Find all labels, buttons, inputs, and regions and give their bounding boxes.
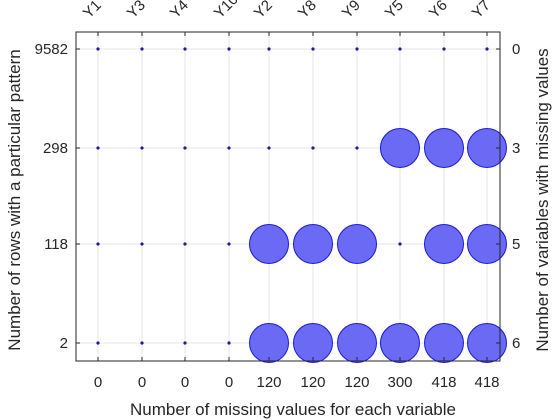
missing-marker: [293, 323, 333, 363]
observed-dot: [227, 242, 231, 246]
y-axis-label-left: Number of rows with a particular pattern: [5, 49, 24, 350]
variable-label: Y6: [426, 0, 451, 22]
missing-marker: [424, 128, 464, 168]
missing-count-label: 300: [387, 374, 412, 391]
variable-label: Y10: [211, 0, 242, 22]
observed-dot: [183, 341, 187, 345]
observed-dot: [140, 341, 144, 345]
observed-dot: [267, 47, 271, 51]
observed-dot: [355, 47, 359, 51]
observed-dot: [267, 146, 271, 150]
missing-count-label: 0: [94, 374, 102, 391]
x-axis-label: Number of missing values for each variab…: [130, 400, 456, 419]
missing-marker: [337, 224, 377, 264]
observed-dot: [96, 47, 100, 51]
observed-dot: [398, 242, 402, 246]
missing-marker: [249, 323, 289, 363]
missing-marker: [424, 323, 464, 363]
row-count-label: 298: [43, 140, 68, 157]
variable-label: Y3: [124, 0, 149, 22]
observed-dot: [355, 146, 359, 150]
missing-count-label: 0: [138, 374, 146, 391]
missing-marker: [293, 224, 333, 264]
missing-count-label: 120: [256, 374, 281, 391]
missing-count-label: 418: [431, 374, 456, 391]
observed-dot: [227, 146, 231, 150]
missing-count-label: 0: [225, 374, 233, 391]
missing-marker: [467, 323, 507, 363]
variable-label: Y2: [251, 0, 276, 22]
variable-label: Y1: [80, 0, 105, 22]
observed-dot: [140, 242, 144, 246]
observed-dot: [96, 242, 100, 246]
observed-dot: [398, 47, 402, 51]
missing-count-label: 120: [300, 374, 325, 391]
missing-marker: [467, 224, 507, 264]
observed-dot: [311, 146, 315, 150]
observed-dot: [227, 341, 231, 345]
tick-marks: [76, 32, 500, 361]
y-axis-label-right: Number of variables with missing values: [533, 48, 552, 351]
missing-marker: [424, 224, 464, 264]
observed-dot: [96, 146, 100, 150]
missing-count-label: 120: [344, 374, 369, 391]
observed-dot: [140, 146, 144, 150]
row-count-label: 9582: [35, 41, 68, 58]
observed-dot: [183, 242, 187, 246]
missing-count-label: 418: [474, 374, 499, 391]
variable-label: Y7: [469, 0, 494, 22]
variable-label: Y8: [295, 0, 320, 22]
missing-vars-label: 5: [512, 236, 520, 253]
missing-marker: [380, 128, 420, 168]
observed-dot: [485, 47, 489, 51]
variable-label: Y9: [339, 0, 364, 22]
missing-marker: [249, 224, 289, 264]
observed-dot: [183, 146, 187, 150]
row-count-label: 2: [60, 335, 68, 352]
missing-marker: [337, 323, 377, 363]
observed-dot: [183, 47, 187, 51]
observed-dot: [96, 341, 100, 345]
missing-marker: [380, 323, 420, 363]
observed-dot: [442, 47, 446, 51]
plot-frame: [75, 31, 501, 362]
variable-label: Y4: [167, 0, 192, 22]
missing-marker: [467, 128, 507, 168]
missing-count-label: 0: [181, 374, 189, 391]
observed-dot: [140, 47, 144, 51]
variable-label: Y5: [382, 0, 407, 22]
missing-vars-label: 3: [512, 140, 520, 157]
pattern-markers: [96, 47, 507, 363]
observed-dot: [311, 47, 315, 51]
missing-vars-label: 0: [512, 41, 520, 58]
grid-lines: [76, 32, 500, 361]
row-count-label: 118: [44, 236, 68, 253]
observed-dot: [227, 47, 231, 51]
missing-vars-label: 6: [512, 335, 520, 352]
